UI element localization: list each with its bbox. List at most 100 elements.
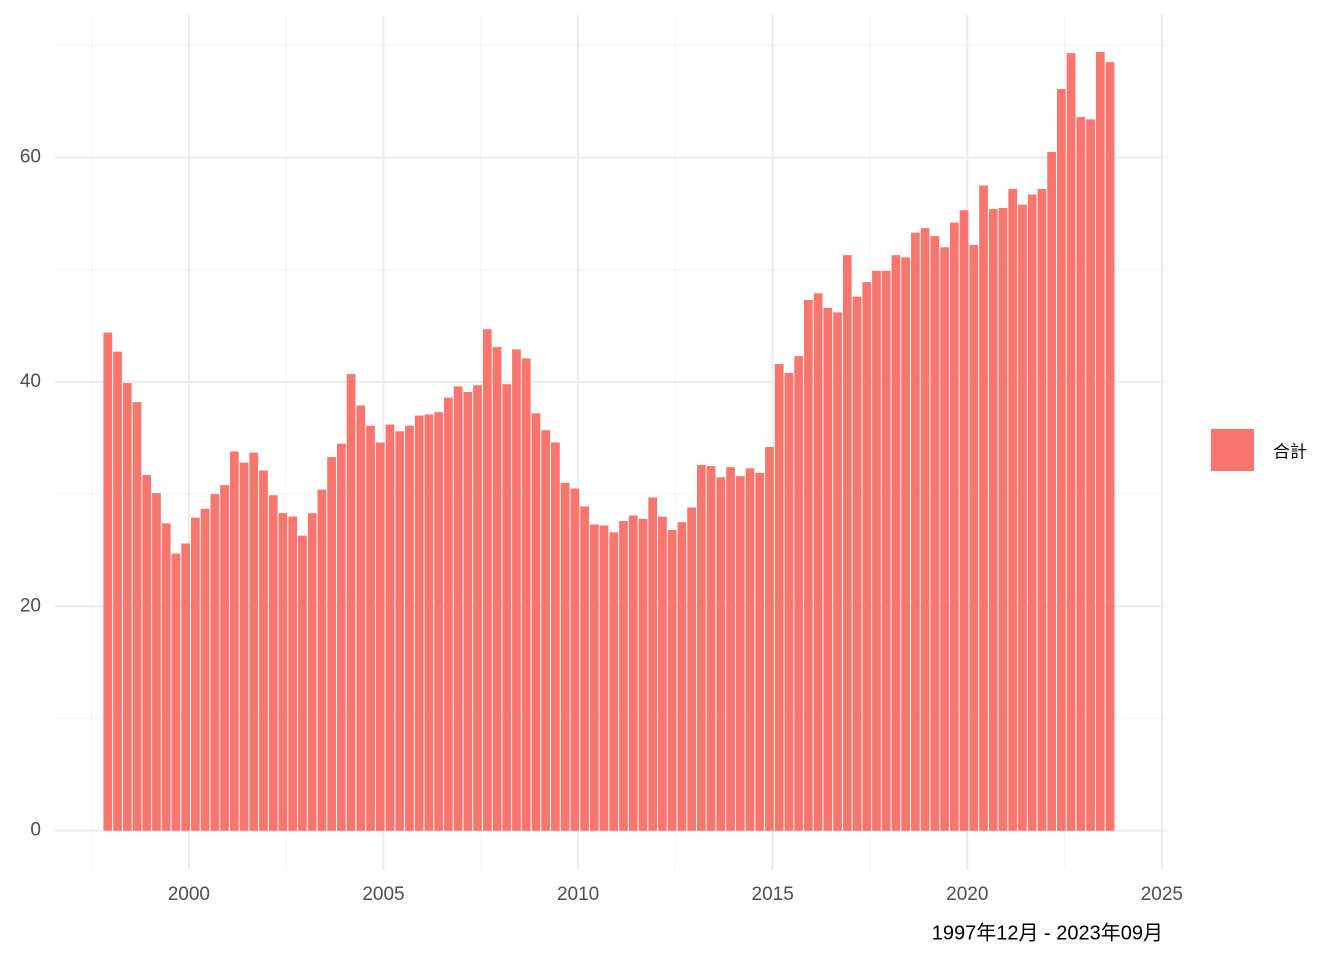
- bar: [502, 384, 512, 831]
- bar: [852, 296, 862, 831]
- bar: [443, 397, 453, 831]
- bar: [268, 495, 278, 831]
- bar: [191, 517, 200, 831]
- bar: [463, 392, 473, 831]
- bar: [229, 451, 239, 831]
- bar: [726, 467, 735, 831]
- bar: [103, 332, 113, 831]
- bar: [551, 442, 560, 831]
- bar: [823, 307, 833, 831]
- bar: [735, 476, 745, 831]
- x-tick-label: 2015: [752, 884, 794, 905]
- bar: [706, 466, 716, 831]
- bar: [356, 405, 366, 831]
- bar: [599, 525, 609, 831]
- bar: [619, 521, 628, 831]
- bar: [171, 553, 181, 831]
- bar: [278, 513, 288, 831]
- bar: [1056, 89, 1066, 831]
- bar: [774, 363, 784, 831]
- bar: [395, 431, 405, 831]
- bar: [696, 464, 706, 831]
- bar: [336, 443, 346, 831]
- bar: [161, 523, 171, 831]
- bar: [589, 524, 599, 831]
- bar: [716, 477, 726, 831]
- bar: [473, 385, 482, 831]
- bar: [327, 457, 336, 831]
- bar: [259, 470, 268, 831]
- bar: [210, 494, 220, 831]
- bar: [1027, 194, 1037, 831]
- bar: [1076, 117, 1086, 831]
- bar: [959, 210, 969, 831]
- bar: [794, 356, 804, 831]
- bar: [512, 349, 521, 831]
- x-tick-label: 2000: [168, 884, 210, 905]
- bar: [1047, 151, 1057, 831]
- bar: [366, 425, 375, 831]
- bar: [113, 351, 122, 831]
- bar: [658, 516, 667, 831]
- legend-key: [1211, 429, 1254, 471]
- x-tick-label: 2025: [1141, 884, 1183, 905]
- caption: 1997年12月 - 2023年09月: [932, 921, 1163, 944]
- bar: [570, 488, 580, 831]
- bar: [541, 430, 551, 831]
- bar: [307, 513, 317, 831]
- bar: [930, 236, 940, 831]
- bar: [911, 232, 920, 831]
- bar: [453, 386, 463, 831]
- bar: [531, 413, 541, 831]
- bar: [482, 329, 492, 831]
- bar: [298, 535, 307, 831]
- legend-label: 合計: [1273, 442, 1307, 461]
- bar: [648, 497, 658, 831]
- bar: [152, 492, 161, 831]
- bar: [998, 207, 1008, 831]
- bar: [288, 516, 298, 831]
- bar: [414, 415, 424, 831]
- y-tick-label: 0: [30, 820, 41, 841]
- bar: [872, 270, 881, 831]
- bar: [385, 424, 395, 831]
- bar: [560, 482, 570, 831]
- bar: [949, 222, 959, 831]
- bar: [521, 358, 531, 831]
- bar: [142, 475, 152, 831]
- y-tick-label: 60: [20, 147, 41, 168]
- bar: [249, 452, 259, 831]
- bar: [1086, 119, 1095, 831]
- bar: [609, 532, 619, 831]
- bar: [181, 543, 191, 831]
- bar: [132, 402, 142, 831]
- bar: [813, 293, 823, 831]
- bar: [405, 425, 414, 831]
- x-tick-label: 2010: [557, 884, 599, 905]
- bar: [1018, 204, 1027, 831]
- bar: [434, 412, 444, 831]
- bar: [979, 185, 988, 831]
- bar: [317, 489, 327, 831]
- bar: [842, 255, 852, 831]
- bar: [492, 347, 502, 831]
- bar: [667, 530, 677, 831]
- bar: [1095, 52, 1105, 831]
- bar: [803, 300, 813, 831]
- bar: [765, 446, 774, 831]
- bar: [881, 270, 891, 831]
- bar: [969, 245, 979, 831]
- bar: [745, 468, 755, 831]
- bar: [833, 312, 842, 831]
- bar: [424, 414, 434, 831]
- bar: [1037, 188, 1047, 831]
- bar: [755, 472, 765, 831]
- bar: [638, 518, 648, 831]
- bar: [200, 508, 210, 831]
- bar: [940, 247, 949, 831]
- bar: [239, 462, 249, 831]
- bar: [988, 209, 998, 831]
- bar: [220, 485, 229, 831]
- x-tick-label: 2005: [362, 884, 404, 905]
